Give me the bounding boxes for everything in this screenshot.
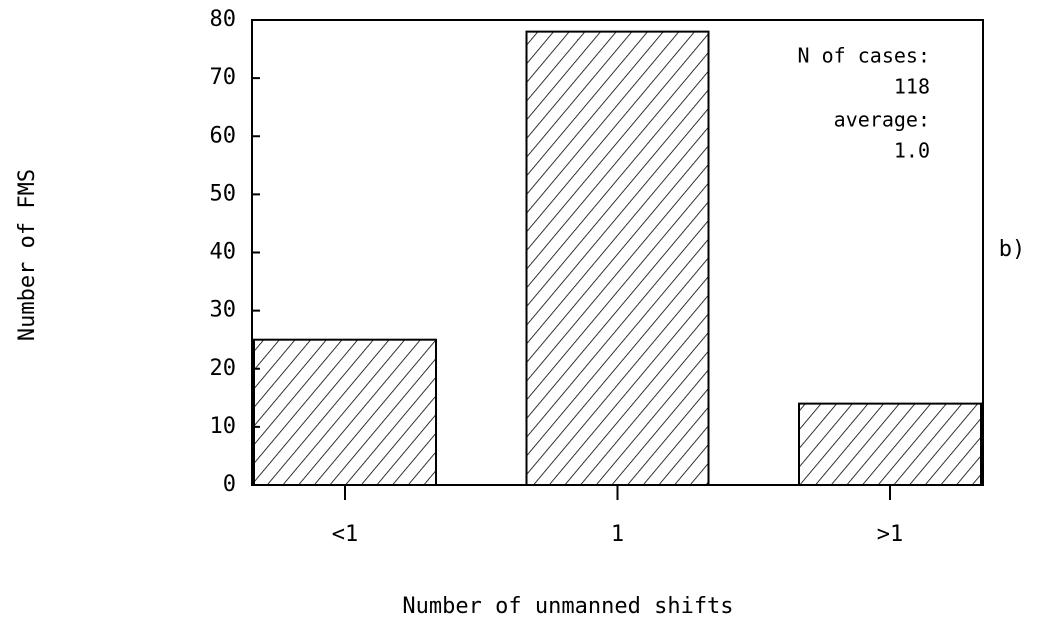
y-tick-label: 80	[210, 7, 237, 32]
y-axis-title: Number of FMS	[15, 169, 40, 341]
y-tick-label: 10	[210, 414, 237, 439]
annotation: 118	[894, 75, 930, 99]
annotation: 1.0	[894, 139, 930, 163]
panel-label: b)	[999, 237, 1026, 262]
y-tick-label: 20	[210, 356, 237, 381]
y-tick-label: 0	[223, 472, 236, 497]
x-tick-label: 1	[611, 522, 624, 547]
y-tick-label: 60	[210, 123, 237, 148]
annotation: N of cases:	[798, 44, 930, 68]
annotation: average:	[834, 108, 930, 132]
bar	[525, 30, 710, 486]
bar	[253, 338, 437, 486]
y-tick-label: 30	[210, 298, 237, 323]
bar	[798, 402, 982, 486]
y-tick-label: 70	[210, 65, 237, 90]
x-tick-label: >1	[877, 522, 904, 547]
x-tick-label: <1	[332, 522, 359, 547]
y-tick-label: 50	[210, 181, 237, 206]
x-axis-title: Number of unmanned shifts	[402, 594, 733, 619]
y-tick-label: 40	[210, 240, 237, 265]
